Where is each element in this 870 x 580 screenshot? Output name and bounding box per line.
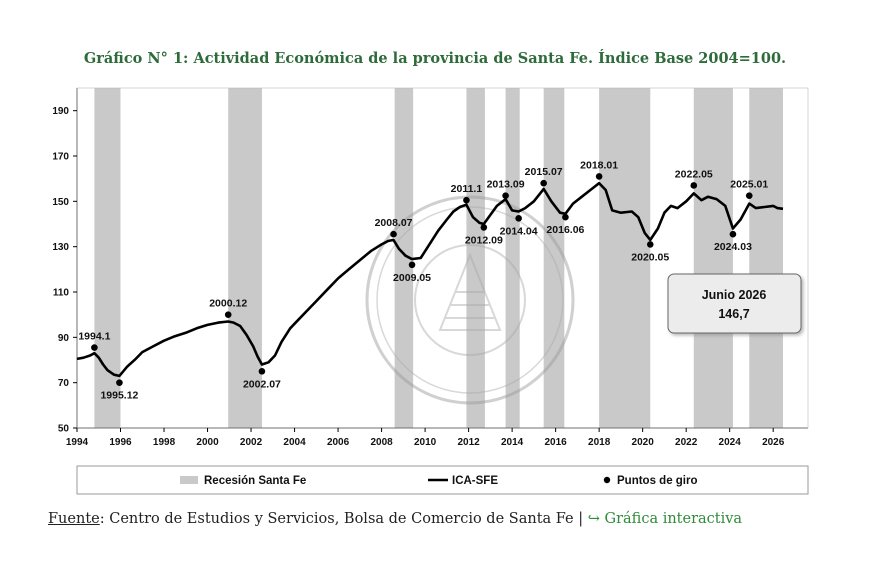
x-tick-label: 1998 — [153, 437, 176, 448]
turning-point-marker — [745, 192, 753, 199]
turning-point-label: 1995.12 — [100, 390, 138, 402]
turning-point-marker — [480, 224, 488, 231]
x-tick-label: 2022 — [675, 437, 698, 448]
x-tick-label: 2006 — [327, 437, 350, 448]
recession-band-5 — [543, 88, 565, 428]
turning-point-label: 2000.12 — [209, 298, 247, 310]
callout-date: Junio 2026 — [702, 288, 767, 302]
x-axis-ticks: 1994 1996 1998 2000 2002 2004 2006 2008 2010 2012… — [66, 428, 785, 448]
turning-point-marker — [690, 182, 698, 189]
y-tick-label: 90 — [58, 333, 70, 344]
y-tick-label: 150 — [52, 197, 69, 208]
turning-point-label: 2002.07 — [243, 378, 281, 390]
chart-title: Gráfico N° 1: Actividad Económica de la … — [83, 50, 787, 67]
recession-bands — [94, 88, 783, 428]
recession-band-2 — [394, 88, 414, 428]
turning-point-marker — [729, 230, 737, 238]
turning-point-marker — [390, 230, 397, 238]
turning-point-label: 2011.1 — [451, 183, 483, 195]
x-tick-label: 2024 — [719, 437, 742, 448]
turning-point-label: 2008.07 — [375, 217, 413, 229]
recession-band-3 — [466, 88, 485, 428]
callout-box: Junio 2026 146,7 — [667, 273, 802, 334]
y-tick-label: 110 — [53, 288, 70, 299]
x-tick-label: 2018 — [588, 437, 611, 448]
turning-point-marker — [502, 192, 509, 199]
turning-point-marker — [408, 261, 416, 269]
x-tick-label: 2012 — [457, 437, 480, 448]
x-tick-label: 2026 — [762, 437, 785, 448]
x-tick-label: 2004 — [283, 437, 306, 448]
turning-point-marker — [463, 196, 470, 204]
turning-point-label: 2009.05 — [393, 272, 431, 284]
turning-points: 1994.1 1995.12 2000.12 2002.07 2008.07 2009.0… — [78, 159, 768, 401]
callout-frame — [667, 273, 802, 334]
x-tick-label: 2010 — [414, 437, 437, 448]
legend-point-swatch — [603, 476, 611, 484]
legend-recession-swatch — [180, 476, 198, 484]
interactive-chart-link[interactable]: ↪ Gráfica interactiva — [587, 511, 743, 527]
x-tick-label: 2000 — [196, 437, 219, 448]
turning-point-marker — [224, 311, 232, 318]
callout-value: 146,7 — [718, 307, 749, 321]
turning-point-marker — [562, 213, 569, 221]
legend-recession-label: Recesión Santa Fe — [204, 475, 306, 487]
turning-point-marker — [91, 344, 98, 351]
series-line — [76, 181, 784, 378]
turning-point-label: 2018.01 — [580, 159, 618, 171]
plot-frame — [76, 87, 809, 429]
x-tick-label: 2016 — [545, 437, 568, 448]
turning-point-label: 2016.06 — [546, 224, 584, 236]
turning-point-marker — [515, 215, 522, 222]
y-axis-ticks: 50 70 90 110 130 150 170 190 — [52, 106, 77, 435]
watermark-seal — [365, 195, 575, 405]
recession-band-0 — [94, 88, 121, 428]
source-text: : Centro de Estudios y Servicios, Bolsa … — [99, 511, 588, 527]
turning-point-label: 1994.1 — [78, 331, 110, 343]
source-label: Fuente — [48, 511, 100, 527]
turning-point-label: 2015.07 — [525, 166, 563, 178]
turning-point-label: 2025.01 — [730, 179, 768, 191]
recession-band-8 — [749, 88, 783, 428]
source-note: Fuente: Centro de Estudios y Servicios, … — [48, 511, 742, 527]
turning-point-marker — [258, 368, 266, 375]
y-tick-label: 130 — [52, 242, 69, 253]
turning-point-label: 2012.09 — [465, 234, 503, 246]
recession-band-6 — [599, 88, 651, 428]
turning-point-label: 2013.09 — [487, 179, 525, 191]
recession-band-4 — [505, 88, 520, 428]
x-tick-label: 2002 — [240, 437, 263, 448]
x-tick-label: 1994 — [66, 437, 89, 448]
recession-band-1 — [228, 88, 262, 428]
recession-band-7 — [693, 88, 733, 428]
series-line-ica-sfe — [76, 181, 784, 378]
turning-point-marker — [540, 179, 547, 187]
turning-point-label: 2020.05 — [631, 251, 669, 263]
legend-point-label: Puntos de giro — [617, 475, 698, 487]
y-tick-label: 170 — [52, 152, 69, 163]
x-tick-label: 1996 — [109, 437, 132, 448]
x-tick-label: 2008 — [370, 437, 393, 448]
turning-point-marker — [116, 379, 123, 386]
legend-line-label: ICA-SFE — [452, 475, 498, 487]
y-tick-label: 70 — [58, 378, 70, 389]
turning-point-label: 2022.05 — [675, 168, 713, 180]
legend: Recesión Santa Fe ICA-SFE Puntos de giro — [76, 465, 809, 495]
turning-point-marker — [646, 241, 654, 248]
x-tick-label: 2014 — [501, 437, 524, 448]
x-tick-label: 2020 — [632, 437, 655, 448]
turning-point-label: 2024.03 — [714, 241, 752, 253]
turning-point-marker — [595, 173, 603, 180]
turning-point-label: 2014.04 — [500, 225, 538, 237]
y-tick-label: 190 — [52, 106, 69, 117]
y-tick-label: 50 — [58, 424, 70, 435]
